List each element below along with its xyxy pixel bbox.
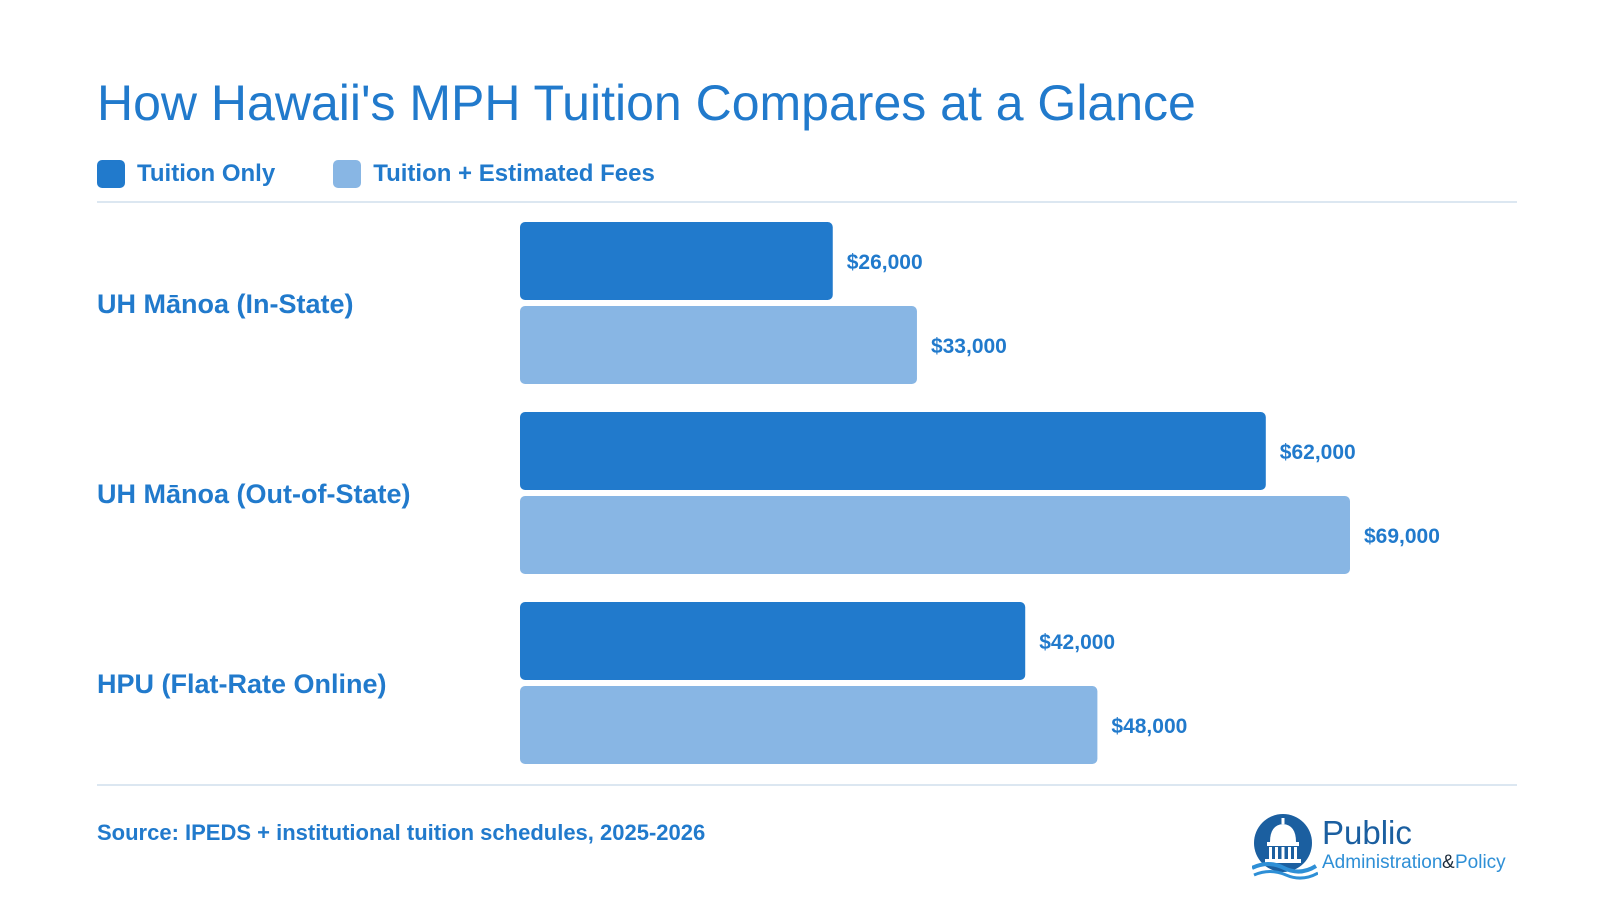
legend: Tuition Only Tuition + Estimated Fees	[97, 159, 713, 189]
bar-tuition-only	[520, 222, 833, 300]
chart-title: How Hawaii's MPH Tuition Compares at a G…	[97, 75, 1196, 131]
data-label: $42,000	[1039, 631, 1115, 654]
data-label: $26,000	[847, 251, 923, 274]
bar-tuition-fees	[520, 496, 1350, 574]
bar-tuition-fees	[520, 686, 1098, 764]
capitol-dome-icon	[1252, 814, 1318, 880]
logo-text-ampersand: &	[1442, 852, 1455, 873]
logo-text-administration: Administration	[1322, 852, 1443, 873]
data-label: $33,000	[931, 335, 1007, 358]
logo-text-policy: Policy	[1455, 852, 1506, 873]
logo-text-public: Public	[1322, 814, 1412, 851]
publisher-logo: Public Administration & Policy	[1252, 812, 1514, 880]
bar-tuition-only	[520, 602, 1026, 680]
legend-swatch-tuition-only	[97, 160, 125, 188]
bar-tuition-fees	[520, 306, 917, 384]
data-label: $69,000	[1364, 525, 1440, 548]
legend-item-tuition-fees: Tuition + Estimated Fees	[333, 160, 655, 188]
category-label: HPU (Flat-Rate Online)	[97, 669, 387, 699]
category-label: UH Mānoa (In-State)	[97, 289, 354, 319]
data-label: $48,000	[1111, 715, 1187, 738]
source-note: Source: IPEDS + institutional tuition sc…	[97, 820, 706, 845]
bottom-divider	[97, 784, 1517, 786]
legend-label-tuition-only: Tuition Only	[137, 160, 276, 187]
legend-label-tuition-fees: Tuition + Estimated Fees	[373, 160, 655, 187]
top-divider	[97, 201, 1517, 203]
data-label: $62,000	[1280, 441, 1356, 464]
bar-tuition-only	[520, 412, 1266, 490]
category-label: UH Mānoa (Out-of-State)	[97, 479, 410, 509]
legend-item-tuition-only: Tuition Only	[97, 160, 275, 188]
legend-swatch-tuition-fees	[333, 160, 362, 188]
